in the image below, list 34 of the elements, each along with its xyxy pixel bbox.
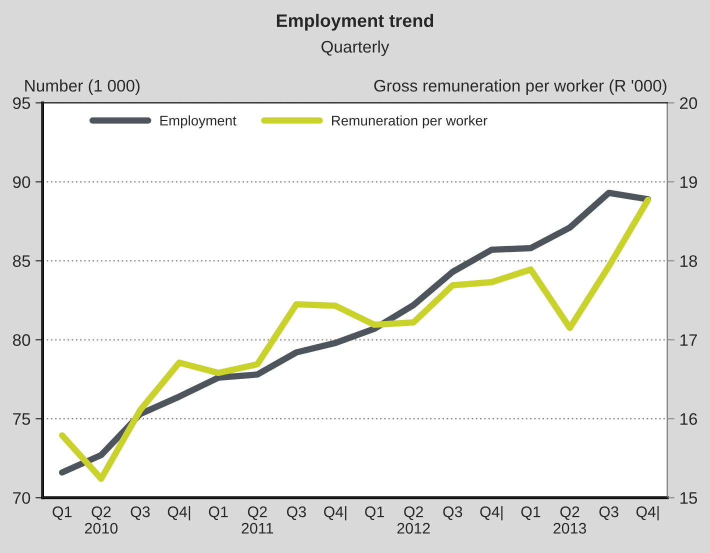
- x-tick-label: Q2 2013: [554, 506, 586, 534]
- x-tick-label: Q3: [286, 506, 306, 520]
- y2-tick-label: 18: [680, 255, 698, 267]
- y-tick-label: 80: [12, 334, 30, 346]
- x-tick-label: Q3: [130, 506, 150, 520]
- x-tick-label: Q4|: [324, 506, 346, 520]
- legend-label: Remuneration per worker: [332, 115, 488, 128]
- x-tick-label: Q1: [365, 506, 384, 520]
- y2-axis-title: Gross remuneration per worker (R '000): [374, 79, 666, 95]
- chart-title: Employment trend: [276, 14, 434, 31]
- x-tick-label: Q4|: [168, 506, 190, 520]
- y-tick-label: 95: [13, 97, 30, 110]
- chart-subtitle: Quarterly: [322, 40, 390, 56]
- y2-tick-label: 15: [680, 492, 698, 504]
- x-tick-label: Q1: [52, 506, 72, 520]
- y-tick-label: 90: [13, 176, 30, 188]
- legend-label: Employment: [160, 115, 236, 128]
- y-tick-label: 85: [12, 255, 30, 267]
- x-tick-label: Q3: [599, 506, 618, 520]
- y-tick-label: 70: [13, 492, 30, 504]
- x-tick-label: Q2 2011: [242, 506, 274, 534]
- y2-tick-label: 17: [680, 334, 697, 346]
- x-tick-label: Q2 2010: [84, 506, 118, 534]
- x-tick-label: Q3: [443, 506, 462, 520]
- x-tick-label: Q1: [521, 506, 540, 520]
- x-tick-label: Q4|: [636, 506, 659, 520]
- y-axis-title: Number (1 000): [25, 79, 140, 95]
- y2-tick-label: 20: [680, 97, 698, 110]
- x-tick-label: Q4|: [480, 506, 502, 520]
- x-tick-label: Q2 2012: [397, 506, 430, 534]
- x-tick-label: Q1: [208, 506, 228, 520]
- y2-tick-label: 16: [680, 413, 698, 425]
- y-tick-label: 75: [13, 413, 30, 425]
- y2-tick-label: 19: [680, 176, 697, 188]
